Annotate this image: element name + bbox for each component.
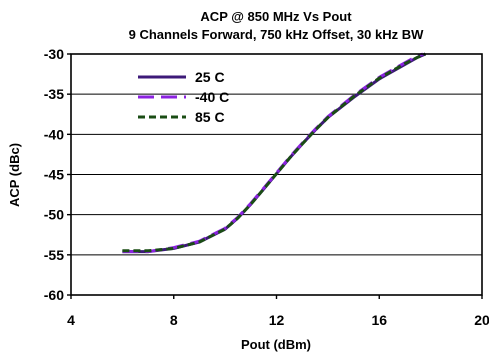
x-axis-title: Pout (dBm)	[241, 337, 311, 352]
chart-title-line-2: 9 Channels Forward, 750 kHz Offset, 30 k…	[129, 27, 424, 42]
x-axis-ticks: 4 8 12 16 20	[67, 295, 489, 328]
legend-label-2: -40 C	[195, 89, 229, 105]
y-tick-label: -60	[44, 287, 64, 303]
y-axis-title: ACP (dBc)	[7, 143, 22, 207]
y-tick-label: -35	[44, 86, 64, 102]
series-line-1	[122, 52, 427, 254]
y-tick-label: -40	[44, 126, 64, 142]
y-axis-ticks: -30 -35 -40 -45 -50 -55 -60	[44, 46, 71, 303]
y-tick-label: -55	[44, 247, 64, 263]
legend: 25 C -40 C 85 C	[138, 69, 229, 125]
x-tick-label: 8	[170, 312, 178, 328]
legend-label-3: 85 C	[195, 109, 225, 125]
y-tick-label: -50	[44, 207, 64, 223]
series-lines	[122, 52, 427, 254]
x-tick-label: 12	[269, 312, 285, 328]
chart-title-line-1: ACP @ 850 MHz Vs Pout	[200, 9, 352, 24]
x-tick-label: 4	[67, 312, 75, 328]
legend-label-1: 25 C	[195, 69, 225, 85]
series-line-2	[122, 52, 424, 254]
y-tick-label: -45	[44, 167, 64, 183]
y-tick-label: -30	[44, 46, 64, 62]
x-tick-label: 16	[371, 312, 387, 328]
series-line-3	[122, 52, 427, 253]
x-tick-label: 20	[474, 312, 489, 328]
